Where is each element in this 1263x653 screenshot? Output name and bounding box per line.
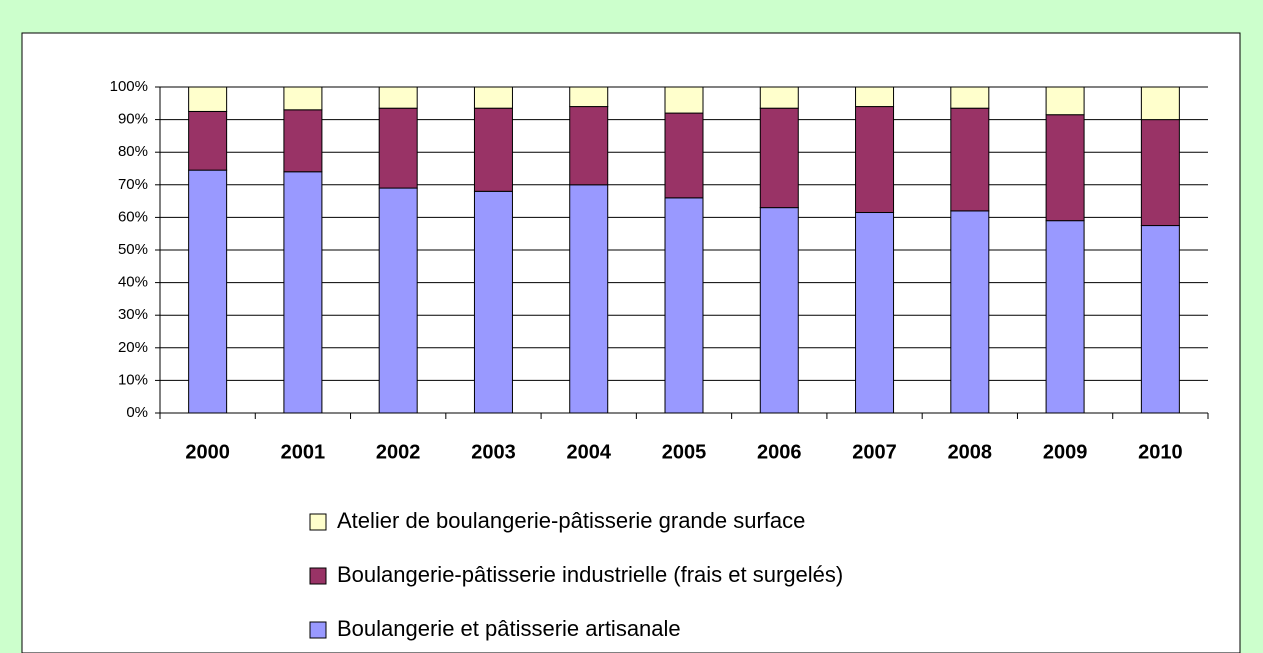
x-tick-label: 2010: [1138, 441, 1183, 463]
y-tick-label: 40%: [118, 274, 148, 291]
legend-swatch: [309, 513, 327, 531]
bar-segment: [855, 86, 895, 108]
y-tick-label: 10%: [118, 371, 148, 388]
bar-segment: [1140, 225, 1180, 414]
bar-segment: [1140, 86, 1180, 121]
bar-segment: [473, 107, 513, 192]
bar-segment: [378, 86, 418, 109]
bar-segment: [950, 86, 990, 109]
bar-segment: [188, 86, 228, 112]
bar-segment: [1045, 114, 1085, 222]
x-tick-label: 2006: [757, 441, 802, 463]
x-tick-label: 2000: [185, 441, 230, 463]
x-tick-label: 2008: [948, 441, 993, 463]
bar-segment: [283, 86, 323, 111]
bar-segment: [1045, 86, 1085, 116]
bar-segment: [664, 86, 704, 114]
bar-segment: [855, 212, 895, 414]
bar-segment: [378, 187, 418, 414]
bar-segment: [664, 197, 704, 414]
bar-segment: [569, 106, 609, 186]
x-tick-label: 2005: [662, 441, 707, 463]
bar-segment: [188, 110, 228, 171]
bar-segment: [1140, 119, 1180, 227]
legend-swatch: [309, 621, 327, 639]
y-tick-label: 70%: [118, 176, 148, 193]
bar-segment: [283, 109, 323, 173]
legend-swatch: [309, 567, 327, 585]
x-tick-label: 2002: [376, 441, 421, 463]
bar-segment: [283, 171, 323, 414]
y-tick-label: 100%: [110, 78, 148, 95]
bar-segment: [855, 106, 895, 214]
bar-segment: [378, 107, 418, 189]
bar-segment: [569, 86, 609, 108]
x-tick-label: 2004: [566, 441, 611, 463]
bar-segment: [759, 207, 799, 414]
x-tick-label: 2007: [852, 441, 897, 463]
y-tick-label: 20%: [118, 339, 148, 356]
bar-segment: [950, 210, 990, 414]
bar-segment: [188, 169, 228, 414]
bar-segment: [664, 112, 704, 199]
bar-segment: [473, 86, 513, 109]
y-tick-label: 0%: [126, 404, 148, 421]
bar-segment: [1045, 220, 1085, 414]
bar-segment: [950, 107, 990, 212]
legend-label: Atelier de boulangerie-pâtisserie grande…: [337, 508, 805, 533]
bar-segment: [569, 184, 609, 414]
x-tick-label: 2001: [281, 441, 326, 463]
legend-label: Boulangerie et pâtisserie artisanale: [337, 616, 681, 641]
y-tick-label: 80%: [118, 143, 148, 160]
legend-label: Boulangerie-pâtisserie industrielle (fra…: [337, 562, 843, 587]
x-tick-label: 2009: [1043, 441, 1088, 463]
bar-segment: [759, 107, 799, 209]
y-tick-label: 90%: [118, 111, 148, 128]
bar-segment: [473, 190, 513, 414]
bar-segment: [759, 86, 799, 109]
y-tick-label: 60%: [118, 208, 148, 225]
y-tick-label: 50%: [118, 241, 148, 258]
y-tick-label: 30%: [118, 306, 148, 323]
x-tick-label: 2003: [471, 441, 516, 463]
